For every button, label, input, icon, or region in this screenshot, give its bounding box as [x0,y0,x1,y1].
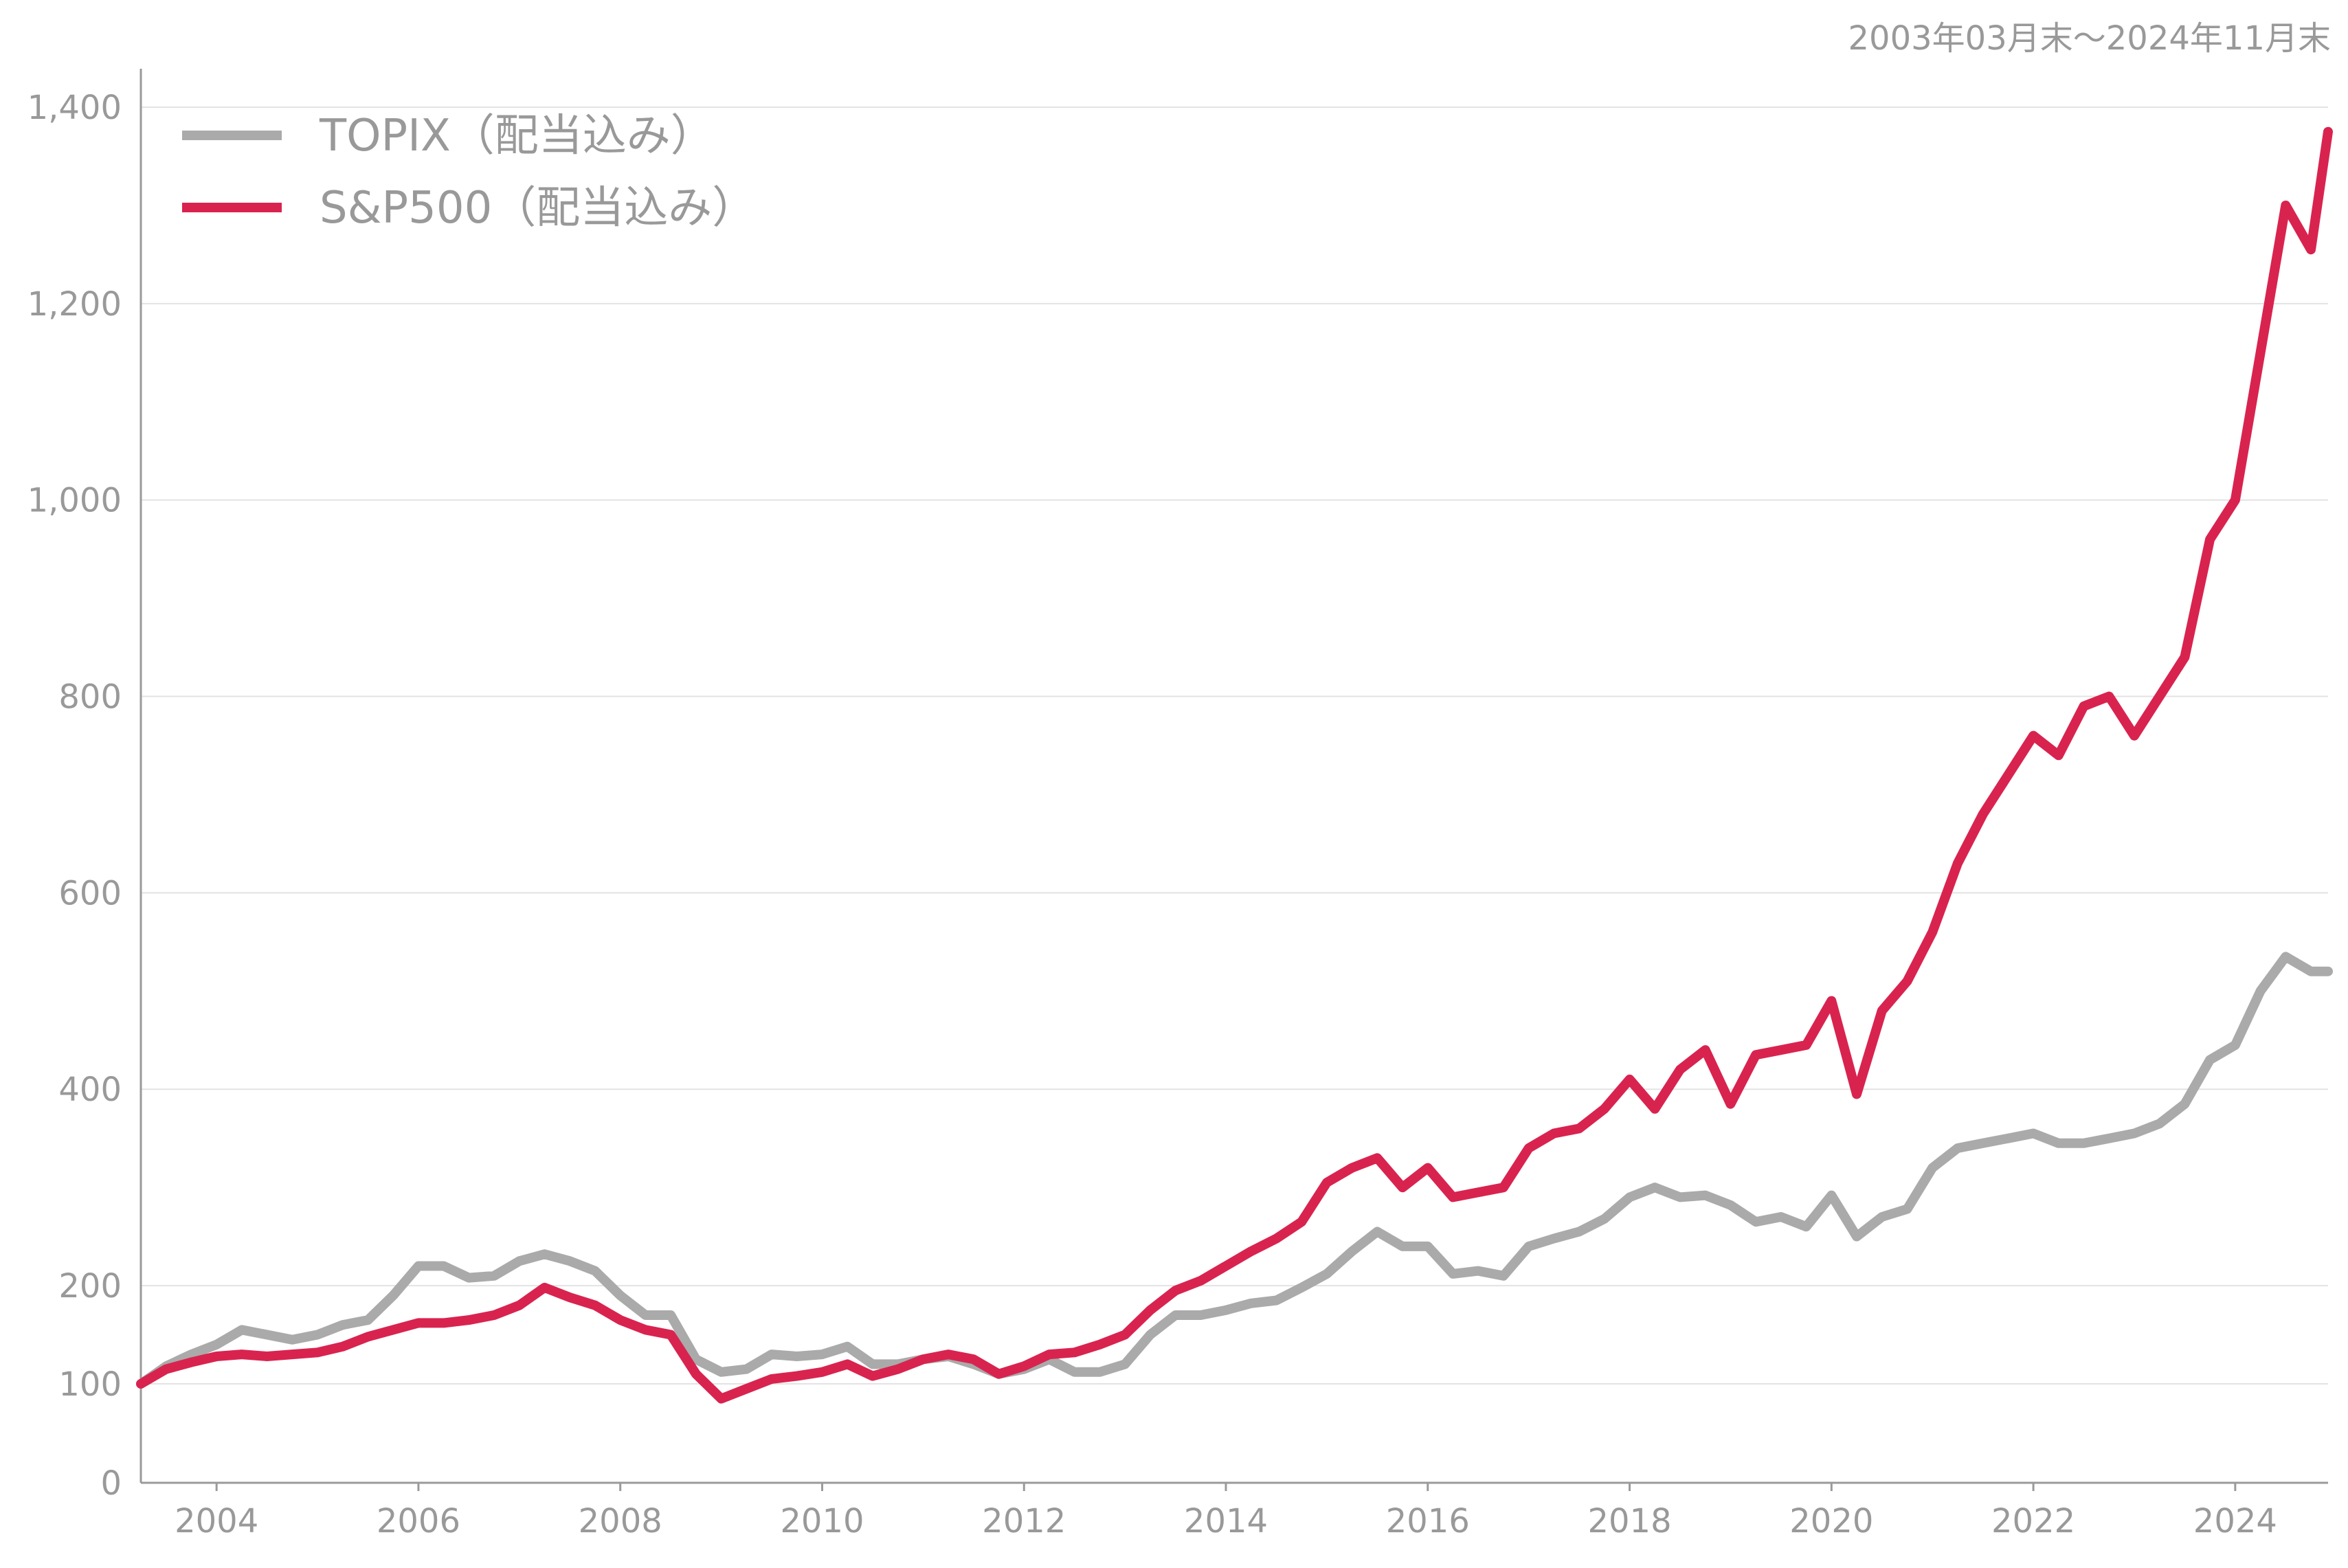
x-tick-label: 2006 [377,1502,460,1541]
y-tick-label: 1,000 [27,482,122,520]
y-tick-label: 600 [58,874,122,912]
gridlines [141,107,2328,1385]
x-tick-label: 2020 [1789,1502,1873,1541]
series-line-topix [136,952,2333,1389]
x-tick-label: 2014 [1184,1502,1268,1541]
y-tick-label: 1,400 [27,89,122,127]
period-label: 2003年03月末〜2024年11月末 [1848,19,2331,58]
legend-label: TOPIX（配当込み） [319,111,715,161]
series-lines [136,126,2333,1404]
x-tick-label: 2022 [1991,1502,2075,1541]
legend: TOPIX（配当込み） S&P500（配当込み） [182,111,756,234]
series-line-sp500 [136,126,2333,1404]
x-tick-label: 2024 [2193,1502,2277,1541]
x-tick-label: 2010 [780,1502,864,1541]
x-tick-label: 2004 [175,1502,258,1541]
x-tick-label: 2018 [1587,1502,1671,1541]
y-tick-label: 200 [58,1267,122,1306]
y-tick-label: 800 [58,678,122,717]
x-tick-label: 2008 [579,1502,662,1541]
y-tick-label: 1,200 [27,285,122,324]
y-tick-label: 0 [100,1464,122,1503]
y-tick-label: 100 [58,1365,122,1404]
y-tick-label: 400 [58,1071,122,1109]
x-tick-label: 2012 [982,1502,1066,1541]
legend-label: S&P500（配当込み） [320,183,756,234]
x-tick-label: 2016 [1386,1502,1470,1541]
axes: 0 100 200 400 600 800 1,000 1,200 1,400 2004 2006 2… [27,69,2328,1541]
